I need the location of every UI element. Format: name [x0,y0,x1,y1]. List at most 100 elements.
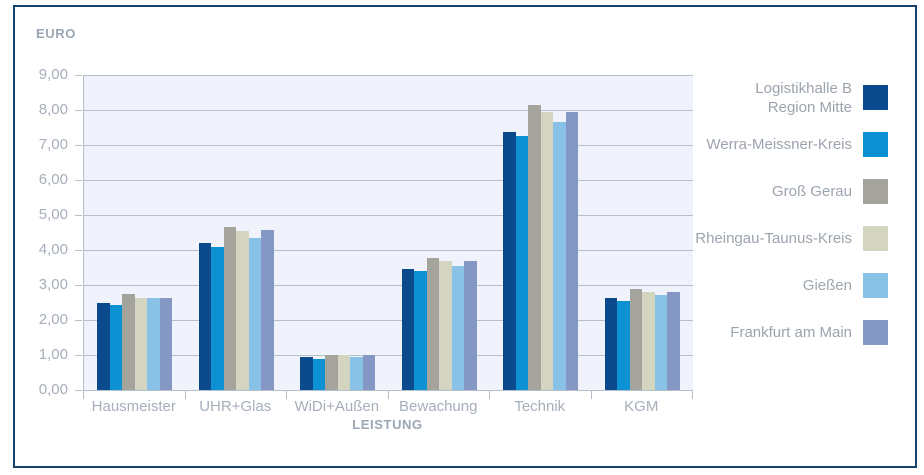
legend-label: Groß Gerau [771,183,852,200]
legend-item: Gießen [695,262,888,309]
gridline [84,320,693,321]
y-tick-label: 1,00 [38,346,68,363]
legend: Logistikhalle B Region Mitte Werra-Meissn… [695,74,888,356]
gridline [84,215,693,216]
legend-label: Gießen [802,277,852,294]
bar [312,359,326,390]
legend-swatch [863,132,888,157]
category-label: Bewachung [399,398,478,415]
y-tick-label: 9,00 [38,66,68,83]
category-label: Hausmeister [91,398,176,415]
category-label: WiDi+Außen [294,398,380,415]
legend-item: Logistikhalle B Region Mitte [695,74,888,121]
legend-swatch [863,85,888,110]
bar [300,357,313,390]
bar [211,247,224,390]
gridline [84,180,693,181]
y-tick-label: 4,00 [38,241,68,258]
bar [325,354,338,390]
gridline [84,110,693,111]
bar [515,135,529,390]
legend-item: Groß Gerau [695,168,888,215]
x-axis-tick [286,391,287,399]
bar [362,355,376,390]
legend-item: Werra-Meissner-Kreis [695,121,888,168]
bar [451,265,465,390]
category-label: KGM [624,398,659,415]
x-axis-tick [590,391,592,399]
bar [464,260,477,390]
bar [159,297,173,390]
bar [503,132,516,390]
bar [198,243,212,390]
legend-label: Frankfurt am Main [730,324,852,341]
bar [439,260,452,390]
x-axis-tick [489,391,490,399]
legend-swatch [863,226,888,251]
bar [667,292,680,390]
bar [528,104,541,390]
bar [337,355,351,390]
bar [642,292,655,390]
y-axis-tick [75,285,82,286]
y-axis-tick [75,180,82,181]
y-axis-tick [75,215,82,216]
y-tick-label: 5,00 [38,206,68,223]
x-axis-tick [692,391,693,399]
bar [565,112,579,390]
gridline [84,145,693,146]
bar [122,294,135,390]
gridline [84,75,693,76]
legend-label: Logistikhalle B Region Mitte [755,79,852,116]
y-axis-tick [75,390,82,391]
category-label: Technik [514,398,566,415]
x-axis-tick [387,391,389,399]
y-tick-label: 8,00 [38,101,68,118]
legend-label: Rheingau-Taunus-Kreis [695,230,852,247]
bar [248,237,262,390]
bar [414,271,427,390]
y-tick-label: 7,00 [38,136,68,153]
bar [350,356,363,390]
bar [654,295,668,390]
y-axis-tick [75,250,82,251]
bar [426,257,440,390]
y-axis-tick [75,145,82,146]
x-axis-tick [184,391,186,399]
bar [617,300,630,390]
gridline [84,285,693,286]
bar [629,288,643,390]
bar [553,121,566,390]
bar [97,303,110,390]
bar [401,269,415,390]
bar [236,230,249,390]
legend-swatch [863,273,888,298]
y-axis-tick [75,110,82,111]
legend-item: Rheingau-Taunus-Kreis [695,215,888,262]
bar [134,298,148,390]
y-tick-label: 6,00 [38,171,68,188]
y-axis-tick [75,320,82,321]
bar [109,304,123,390]
gridline [84,250,693,251]
bar [261,230,274,390]
y-tick-label: 0,00 [38,381,68,398]
y-axis-tick [75,355,82,356]
y-tick-label: 3,00 [38,276,68,293]
legend-swatch [863,320,888,345]
x-axis-title: LEISTUNG [352,417,423,432]
plot-area [83,75,693,391]
y-axis-title: EURO [36,26,76,41]
legend-swatch [863,179,888,204]
bar [604,297,618,390]
bar [147,298,160,390]
bar [540,112,554,390]
legend-label: Werra-Meissner-Kreis [706,136,852,153]
bar [223,226,237,390]
x-axis-tick [83,391,84,399]
y-tick-label: 2,00 [38,311,68,328]
category-label: UHR+Glas [199,398,272,415]
y-axis-tick [75,75,82,76]
legend-item: Frankfurt am Main [695,309,888,356]
